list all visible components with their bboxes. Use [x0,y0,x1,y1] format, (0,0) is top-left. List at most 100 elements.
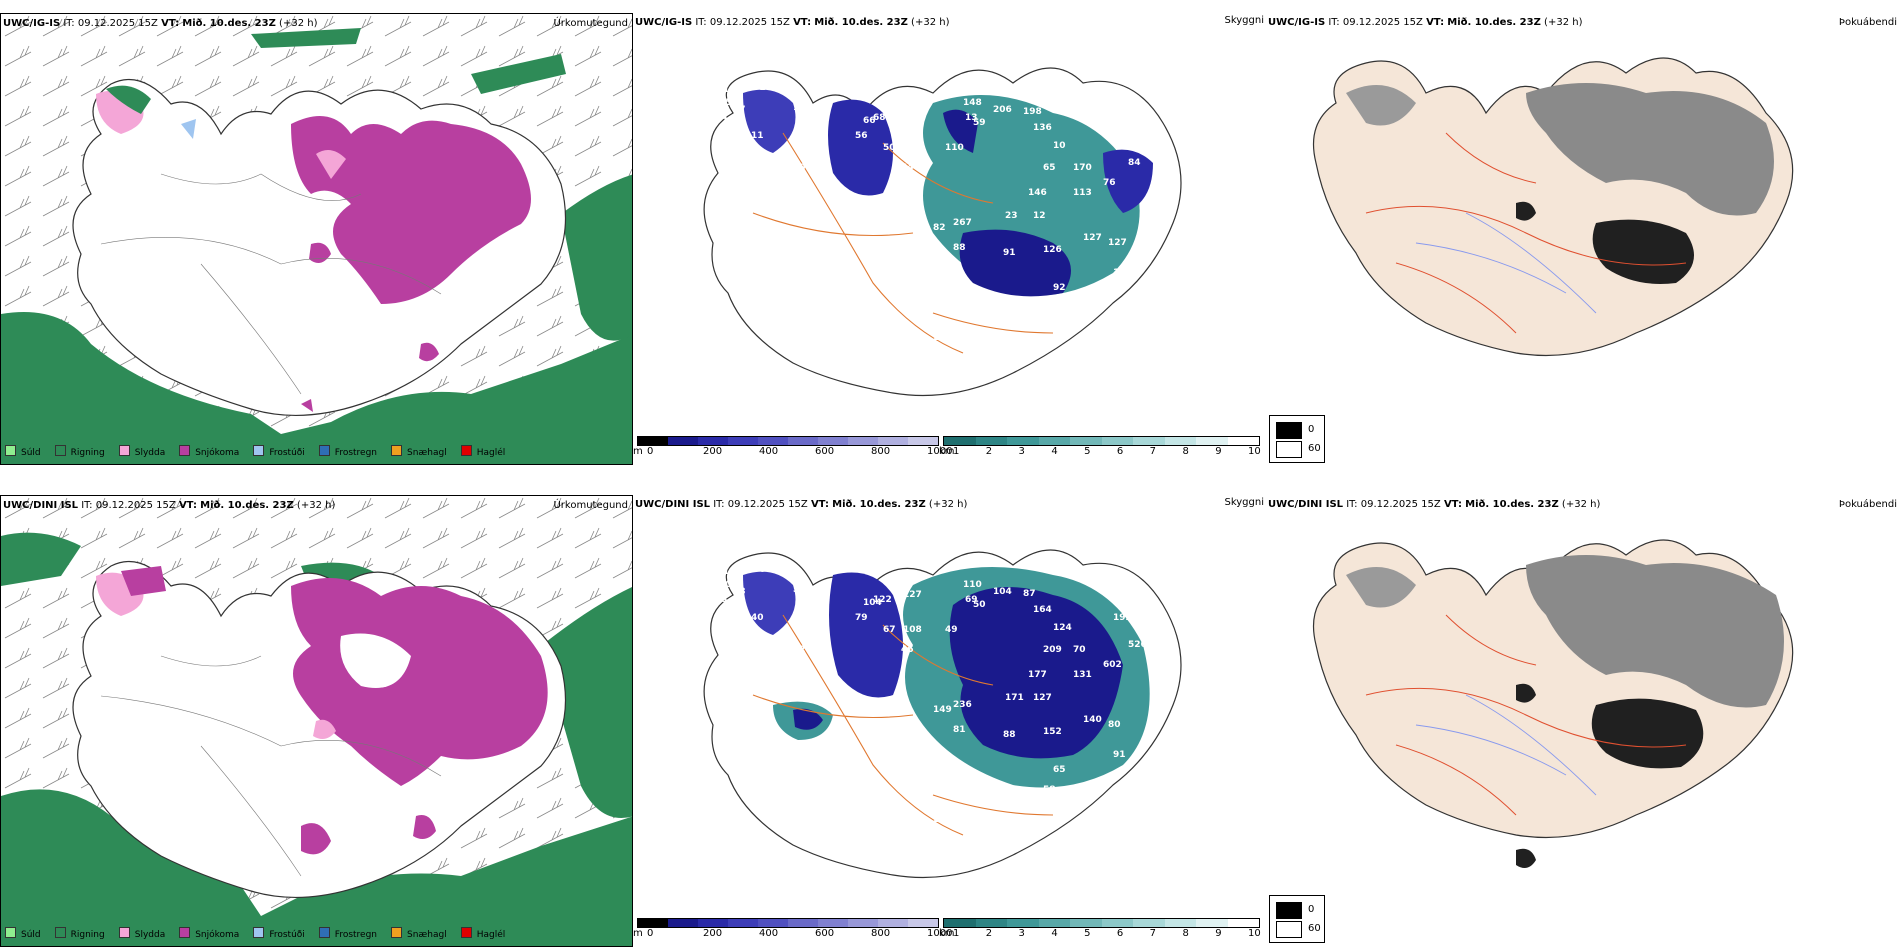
ceiling-value-label: 92 [1053,283,1066,293]
fog-legend-bottom: 0 60 [1269,895,1325,943]
vis-panel-title: Skyggni [1224,497,1264,508]
valid-time: Mið. 10.des. 23Z [200,500,294,511]
model-name: UWC/IG-IS [3,18,61,29]
ceiling-value-label: 108 [903,625,922,635]
colorbar-segment [908,919,938,927]
ceiling-value-label: 124 [1053,623,1072,633]
legend-item: Snæhagl [391,926,447,940]
ceiling-value-label: 11 [751,131,764,141]
legend-swatch [253,926,265,938]
colorbar-tick: 2 [985,446,993,457]
ceiling-value-label: 104 [863,598,882,608]
model-name: UWC/IG-IS [1268,17,1326,28]
valid-label: VT: [161,18,180,29]
colorbar-unit: m [633,446,643,457]
ceiling-value-label: 198 [1023,107,1042,117]
ceiling-value-label: 127 [1108,238,1127,248]
legend-item: Snjókoma [179,444,239,458]
fog-panel-top: UWC/IG-IS IT: 09.12.2025 15Z VT: Mið. 10… [1266,13,1900,465]
colorbar-tick: 4 [1051,928,1058,939]
legend-swatch [179,926,191,938]
colorbar-tick: 5 [1084,928,1091,939]
ceiling-value-label: 23 [1005,211,1018,221]
issue-time: IT: 09.12.2025 15Z [713,499,808,510]
legend-swatch [460,926,472,938]
legend-swatch [118,926,130,938]
legend-item: Rigning [54,444,105,458]
valid-time: Mið. 10.des. 23Z [182,18,276,29]
colorbar-segment [1196,919,1228,927]
ceiling-value-label: 46 [901,645,914,655]
ceiling-value-label: 177 [1028,670,1047,680]
colorbar-segment [1101,919,1133,927]
legend-swatch [179,444,191,456]
ceiling-value-label: 106 [723,567,742,577]
ceiling-value-label: 110 [963,580,982,590]
precip-legend: Súld Rigning Slydda Snjókoma Frostúði Fr… [5,926,505,940]
ceiling-value-label: 53 [793,585,806,595]
issue-time: IT: 09.12.2025 15Z [81,500,176,511]
colorbar-tick: 6 [1116,446,1124,457]
ceiling-value-label: 267 [953,218,972,228]
colorbar-segment [1101,437,1133,445]
colorbar-segment [848,919,878,927]
ceiling-value-label: 10 [1053,141,1066,151]
legend-item: Haglél [460,926,505,940]
colorbar-segment [638,919,668,927]
valid-time: Mið. 10.des. 23Z [1447,17,1541,28]
ceiling-value-label: 88 [733,587,746,597]
colorbar-tick: 9 [1215,446,1222,457]
legend-swatch [5,444,16,456]
fog-panel-title: Þokuábendi [1838,499,1897,510]
colorbar-segment [878,919,908,927]
ceiling-value-label: 68 [873,113,886,123]
colorbar-tick: 7 [1149,446,1157,457]
colorbar-segment [1070,919,1102,927]
colorbar-tick: 10 [1248,928,1261,939]
ceiling-value-label: 192 [1113,613,1132,623]
legend-swatch [253,444,265,456]
ceiling-value-label: 70 [1073,645,1086,655]
colorbar-segment [1164,437,1196,445]
colorbar-segment [975,437,1007,445]
colorbar-segment [1164,919,1196,927]
ceiling-value-label: 122 [873,595,892,605]
ceiling-value-label: 148 [963,98,982,108]
ceiling-value-label: 236 [953,700,972,710]
issue-time: IT: 09.12.2025 15Z [1328,17,1423,28]
colorbar-tick: 3 [1018,446,1025,457]
ceiling-value-label: 170 [1073,163,1092,173]
issue-time: IT: 09.12.2025 15Z [63,18,158,29]
model-name: UWC/IG-IS [635,17,693,28]
lead-time: (+32 h) [296,500,336,511]
ceiling-value-label: 65 [1043,163,1056,173]
valid-label: VT: [810,499,829,510]
colorbar-segment [1133,919,1165,927]
ceiling-value-label: 65 [719,98,732,108]
colorbar-segment [908,437,938,445]
colorbar-tick: 5 [1084,446,1091,457]
legend-swatch [318,444,330,456]
legend-item: Rigning [54,926,105,940]
ceiling-value-label: 526 [1128,640,1147,650]
valid-time: Mið. 10.des. 23Z [832,499,926,510]
ceiling-value-label: 50 [883,143,896,153]
ceiling-value-label: 65 [1053,765,1066,775]
colorbar-segment [1133,437,1165,445]
colorbar-segment [758,919,788,927]
ceiling-value-label: 140 [1083,715,1102,725]
colorbar-segment [698,437,728,445]
colorbar-tick: 200 [703,928,723,939]
valid-label: VT: [1443,499,1462,510]
ceiling-value-label: 50 [973,600,986,610]
colorbar-tick: 0 [647,928,654,939]
ceiling-value-label: 12 [1033,211,1046,221]
ceiling-value-label: 81 [953,725,966,735]
colorbar-tick: 6 [1116,928,1124,939]
ceiling-value-label: 80 [1108,720,1121,730]
ceiling-value-label: 602 [1103,660,1122,670]
ceiling-value-label: 88 [953,243,966,253]
ceiling-value-label: 50 [753,565,766,575]
colorbar-segment [728,919,758,927]
legend-item: Frostúði [253,444,305,458]
